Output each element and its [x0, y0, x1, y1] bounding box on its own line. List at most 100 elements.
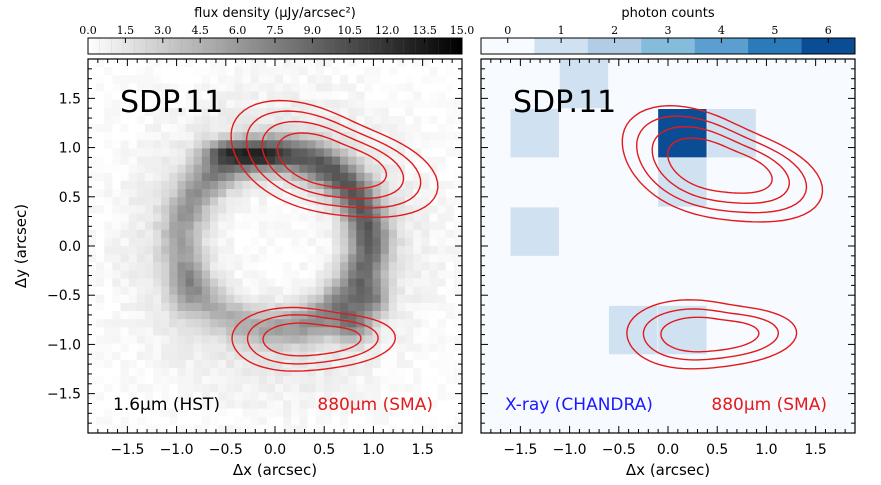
image-pixel [307, 254, 316, 263]
image-pixel [315, 416, 325, 426]
image-pixel [185, 343, 194, 352]
image-pixel [120, 189, 129, 198]
image-pixel [380, 311, 390, 320]
image-pixel [104, 172, 113, 182]
image-pixel [429, 311, 438, 320]
image-pixel [283, 416, 292, 426]
image-pixel [258, 343, 268, 352]
image-pixel [120, 75, 129, 84]
image-pixel [405, 262, 414, 271]
image-pixel [348, 246, 357, 255]
image-pixel [388, 351, 398, 361]
image-pixel [169, 270, 178, 279]
image-pixel [315, 392, 325, 401]
image-pixel [307, 392, 316, 401]
image-pixel [209, 132, 219, 141]
image-pixel [218, 311, 227, 320]
image-pixel [136, 424, 146, 433]
image-pixel [396, 424, 406, 433]
image-pixel [323, 205, 333, 214]
image-pixel [372, 335, 381, 344]
image-pixel [380, 124, 390, 133]
image-pixel [283, 376, 292, 385]
image-pixel [161, 75, 170, 84]
image-pixel [437, 302, 447, 312]
image-pixel [136, 376, 146, 385]
image-pixel [104, 132, 113, 141]
image-pixel [144, 286, 154, 296]
image-pixel [275, 278, 284, 287]
image-pixel [299, 400, 308, 409]
image-pixel [421, 67, 430, 76]
image-pixel [209, 286, 219, 296]
image-pixel [96, 132, 105, 141]
image-pixel [193, 197, 203, 206]
image-pixel [201, 124, 211, 133]
image-pixel [299, 408, 308, 418]
image-pixel [218, 392, 227, 401]
image-pixel [405, 172, 414, 182]
image-pixel [380, 416, 390, 426]
image-pixel [445, 99, 455, 109]
image-pixel [364, 327, 373, 336]
image-pixel [128, 254, 138, 263]
image-pixel [136, 99, 146, 109]
image-pixel [250, 221, 260, 231]
image-pixel [331, 262, 341, 271]
image-pixel [226, 254, 235, 263]
image-pixel [299, 392, 308, 401]
image-pixel [234, 359, 243, 369]
image-pixel [193, 367, 203, 377]
image-pixel [340, 99, 349, 109]
image-pixel [177, 67, 186, 76]
image-pixel [453, 416, 462, 426]
image-pixel [209, 156, 219, 165]
image-pixel [315, 384, 325, 393]
image-pixel [356, 107, 365, 117]
image-pixel [96, 237, 105, 247]
image-pixel [177, 107, 186, 117]
colorbar-cell-5 [748, 38, 803, 54]
image-pixel [218, 237, 227, 247]
image-pixel [453, 221, 462, 231]
image-pixel [445, 75, 455, 84]
image-pixel [364, 180, 373, 190]
image-pixel [153, 416, 162, 426]
image-pixel [275, 254, 284, 263]
image-pixel [185, 416, 194, 426]
image-pixel [218, 107, 227, 117]
image-pixel [372, 67, 381, 76]
image-pixel [453, 376, 462, 385]
colorbar-cell-2 [587, 38, 642, 54]
image-pixel [421, 392, 430, 401]
image-pixel [372, 294, 381, 304]
image-pixel [315, 319, 325, 328]
image-pixel [136, 221, 146, 231]
image-pixel [266, 416, 276, 426]
image-pixel [356, 99, 365, 109]
image-pixel [144, 99, 154, 109]
image-pixel [226, 124, 235, 133]
image-pixel [144, 302, 154, 312]
image-pixel [209, 75, 219, 84]
image-pixel [96, 262, 105, 271]
image-pixel [323, 294, 333, 304]
image-pixel [128, 376, 138, 385]
image-pixel [112, 197, 121, 206]
image-pixel [323, 197, 333, 206]
image-pixel [283, 424, 292, 433]
image-pixel [177, 75, 186, 84]
image-pixel [445, 302, 455, 312]
image-pixel [340, 205, 349, 214]
image-pixel [405, 75, 414, 84]
image-pixel [185, 408, 194, 418]
image-pixel [112, 229, 121, 239]
image-pixel [234, 278, 243, 287]
image-pixel [144, 335, 154, 344]
image-pixel [291, 327, 300, 336]
image-pixel [340, 351, 349, 361]
image-pixel [340, 254, 349, 263]
image-pixel [266, 229, 276, 239]
